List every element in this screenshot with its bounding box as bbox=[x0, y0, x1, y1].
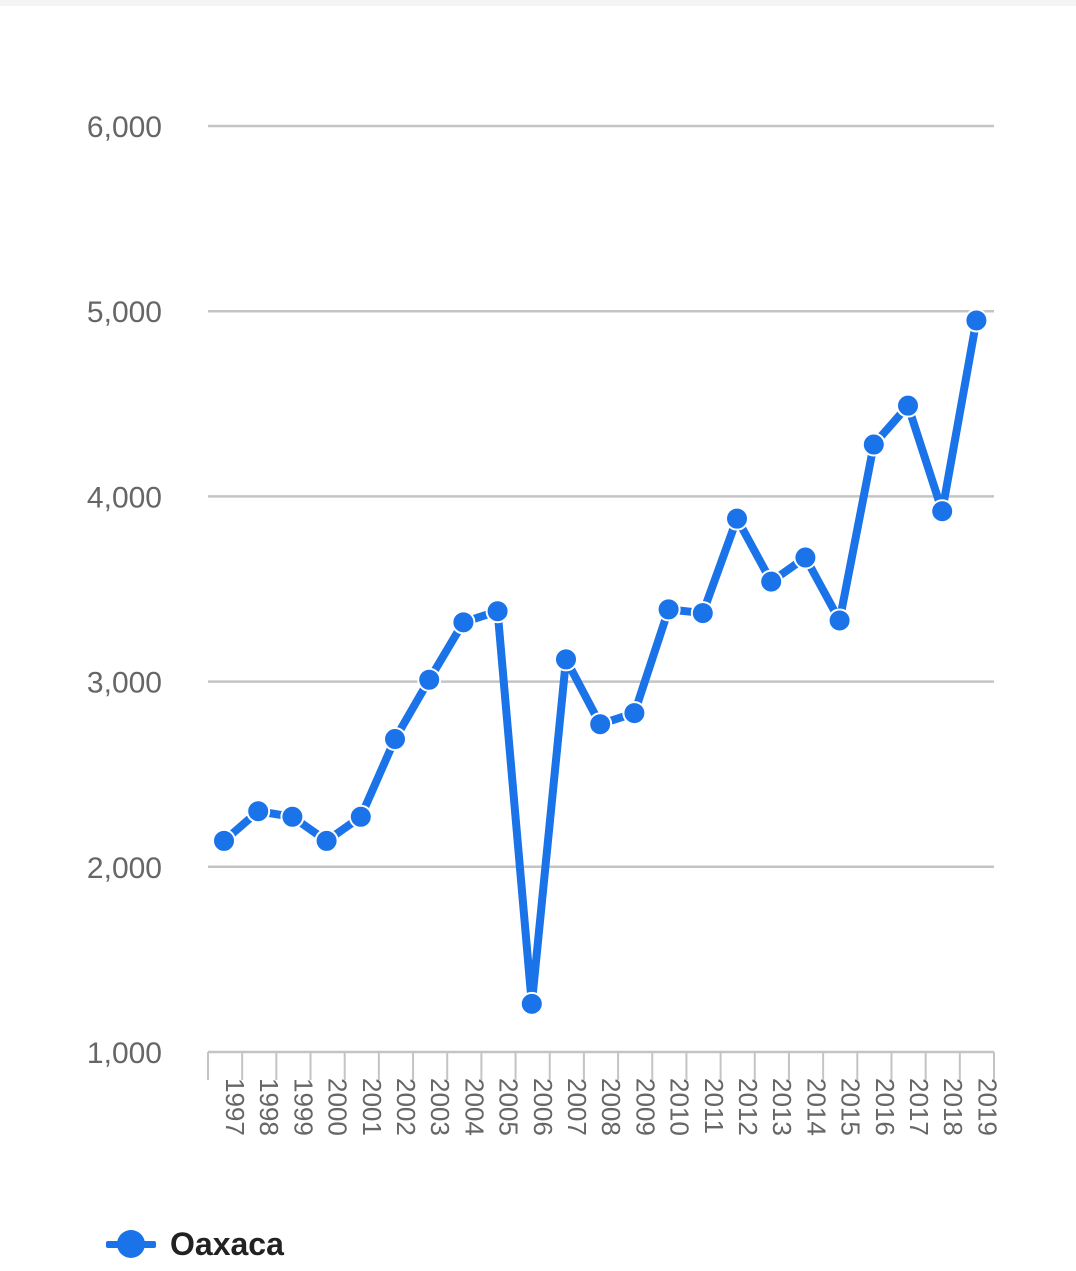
data-point bbox=[417, 667, 442, 692]
data-point bbox=[622, 701, 647, 726]
x-tick-label: 2010 bbox=[665, 1078, 695, 1136]
x-tick-label: 2014 bbox=[801, 1078, 831, 1136]
data-point bbox=[451, 610, 476, 635]
data-point bbox=[861, 432, 886, 457]
x-tick-label: 2006 bbox=[528, 1078, 558, 1136]
legend-swatch-icon bbox=[106, 1229, 156, 1259]
y-tick-label: 5,000 bbox=[87, 296, 162, 329]
x-tick-label: 2002 bbox=[391, 1078, 421, 1136]
data-point bbox=[485, 599, 510, 624]
x-tick-label: 1998 bbox=[254, 1078, 284, 1136]
data-point bbox=[964, 308, 989, 333]
x-tick-label: 2016 bbox=[870, 1078, 900, 1136]
series-line bbox=[220, 316, 981, 1008]
data-point bbox=[827, 608, 852, 633]
data-point bbox=[759, 569, 784, 594]
x-tick-label: 2012 bbox=[733, 1078, 763, 1136]
x-tick-label: 2003 bbox=[425, 1078, 455, 1136]
data-point bbox=[519, 991, 544, 1016]
data-point bbox=[656, 597, 681, 622]
x-tick-label: 2004 bbox=[459, 1078, 489, 1136]
data-point bbox=[314, 828, 339, 853]
x-tick-label: 2018 bbox=[938, 1078, 968, 1136]
data-point bbox=[588, 712, 613, 737]
data-point bbox=[212, 828, 236, 853]
x-tick-label: 2009 bbox=[630, 1078, 660, 1136]
y-tick-label: 4,000 bbox=[87, 481, 162, 514]
x-tick-label: 1997 bbox=[220, 1078, 250, 1136]
y-tick-label: 3,000 bbox=[87, 667, 162, 700]
data-point bbox=[383, 727, 407, 752]
data-point bbox=[725, 506, 749, 531]
x-tick-label: 2008 bbox=[596, 1078, 626, 1136]
data-point bbox=[930, 499, 955, 524]
x-tick-label: 1999 bbox=[288, 1078, 318, 1136]
top-strip bbox=[0, 0, 1076, 6]
x-tick-label: 2011 bbox=[699, 1078, 729, 1134]
y-tick-label: 2,000 bbox=[87, 852, 162, 885]
x-tick-label: 2005 bbox=[494, 1078, 524, 1136]
x-tick-label: 2013 bbox=[767, 1078, 797, 1136]
x-tick-label: 2015 bbox=[836, 1078, 866, 1136]
legend-label: Oaxaca bbox=[170, 1225, 284, 1262]
data-point bbox=[554, 647, 578, 672]
x-tick-label: 2017 bbox=[904, 1078, 934, 1136]
x-tick-label: 2001 bbox=[357, 1078, 387, 1136]
x-tick-label: 2019 bbox=[972, 1078, 1002, 1136]
legend: Oaxaca bbox=[106, 1220, 284, 1268]
y-tick-label: 6,000 bbox=[87, 111, 162, 144]
data-point bbox=[280, 804, 305, 829]
data-point bbox=[246, 799, 271, 824]
data-point bbox=[348, 804, 373, 829]
y-tick-label: 1,000 bbox=[87, 1037, 162, 1070]
data-point bbox=[690, 601, 715, 626]
x-tick-label: 2000 bbox=[323, 1078, 353, 1136]
data-point bbox=[793, 545, 818, 570]
x-tick-label: 2007 bbox=[562, 1078, 592, 1136]
data-point bbox=[896, 393, 920, 418]
